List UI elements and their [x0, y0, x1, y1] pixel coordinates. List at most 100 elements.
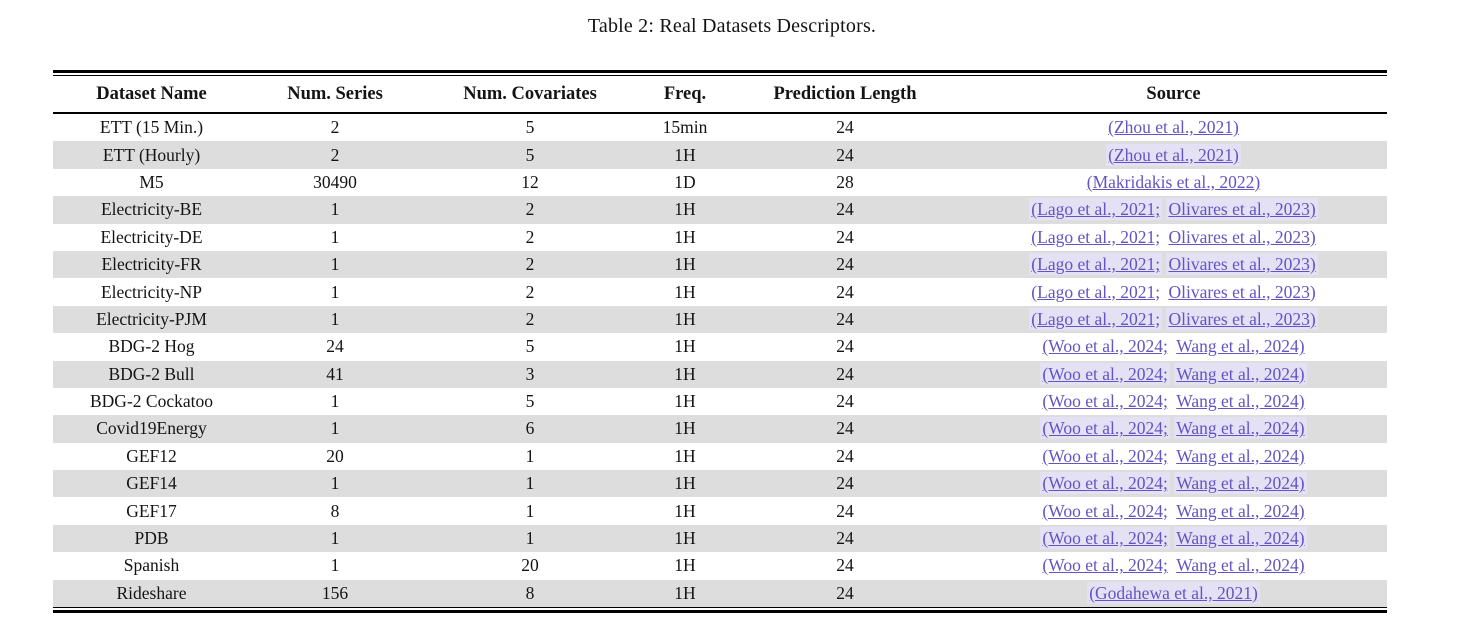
table-body: ETT (15 Min.) 2 5 15min 24 (Zhou et al., 2021…: [53, 113, 1387, 608]
source-citation-link[interactable]: (Lago et al., 2021;: [1029, 307, 1163, 330]
cell-num-covariates: 8: [420, 579, 640, 608]
source-citation-link[interactable]: Wang et al., 2024): [1174, 527, 1307, 550]
source-citation-link[interactable]: Olivares et al., 2023): [1168, 281, 1316, 302]
cell-dataset-name: GEF14: [53, 470, 250, 498]
cell-source: (Woo et al., 2024; Wang et al., 2024): [960, 497, 1387, 524]
cell-freq: 1H: [640, 305, 730, 334]
cell-source: (Woo et al., 2024; Wang et al., 2024): [960, 388, 1387, 415]
table-row: BDG-2 Bull 41 3 1H 24 (Woo et al., 2024; Wang…: [53, 360, 1387, 388]
source-citation-link[interactable]: Wang et al., 2024): [1174, 417, 1307, 440]
cell-dataset-name: BDG-2 Bull: [53, 360, 250, 388]
source-citation-link[interactable]: (Lago et al., 2021;: [1029, 198, 1163, 221]
source-citation-link[interactable]: Wang et al., 2024): [1174, 362, 1307, 385]
source-citation-link[interactable]: Wang et al., 2024): [1176, 500, 1305, 521]
cell-num-series: 1: [250, 524, 420, 553]
table-row: GEF12 20 1 1H 24 (Woo et al., 2024; Wang et a…: [53, 443, 1387, 470]
cell-source: (Woo et al., 2024; Wang et al., 2024): [960, 443, 1387, 470]
table-row: Electricity-FR 1 2 1H 24 (Lago et al., 2021; …: [53, 250, 1387, 279]
source-citation-link[interactable]: Wang et al., 2024): [1176, 336, 1305, 357]
source-citation-link[interactable]: (Woo et al., 2024;: [1040, 472, 1170, 495]
source-citation-link[interactable]: (Woo et al., 2024;: [1040, 362, 1170, 385]
table-row: PDB 1 1 1H 24 (Woo et al., 2024; Wang et al.,…: [53, 524, 1387, 553]
source-citation-link[interactable]: Olivares et al., 2023): [1168, 226, 1316, 247]
cell-num-covariates: 6: [420, 415, 640, 443]
cell-source: (Lago et al., 2021; Olivares et al., 202…: [960, 250, 1387, 279]
table-row: Spanish 1 20 1H 24 (Woo et al., 2024; Wang et…: [53, 552, 1387, 579]
col-header-source: Source: [960, 76, 1387, 114]
cell-num-covariates: 5: [420, 141, 640, 169]
cell-num-series: 8: [330, 500, 340, 521]
cell-prediction-length: 24: [730, 360, 960, 388]
source-citation-link[interactable]: (Zhou et al., 2021): [1108, 117, 1239, 138]
cell-dataset-name: PDB: [53, 524, 250, 553]
cell-num-series: 1: [250, 250, 420, 279]
source-citation-link[interactable]: (Woo et al., 2024;: [1042, 445, 1168, 466]
cell-freq: 1H: [674, 336, 696, 357]
table-row: Electricity-NP 1 2 1H 24 (Lago et al., 2021; …: [53, 278, 1387, 305]
source-citation-link[interactable]: (Woo et al., 2024;: [1040, 417, 1170, 440]
cell-num-covariates: 1: [420, 470, 640, 498]
table-row: BDG-2 Hog 24 5 1H 24 (Woo et al., 2024; Wang …: [53, 333, 1387, 360]
col-header-dataset-name: Dataset Name: [53, 76, 250, 114]
cell-dataset-name: M5: [139, 171, 164, 192]
source-citation-link[interactable]: Olivares et al., 2023): [1166, 198, 1318, 221]
table-bottom-rule: [53, 607, 1387, 614]
cell-prediction-length: 24: [836, 445, 854, 466]
source-citation-link[interactable]: (Godahewa et al., 2021): [1087, 581, 1260, 604]
cell-freq: 1H: [640, 196, 730, 224]
table-row: Electricity-DE 1 2 1H 24 (Lago et al., 2021; …: [53, 224, 1387, 251]
table-header-row: Dataset Name Num. Series Num. Covariates…: [53, 76, 1387, 114]
source-citation-link[interactable]: Wang et al., 2024): [1174, 472, 1307, 495]
cell-dataset-name: Electricity-BE: [53, 196, 250, 224]
cell-num-covariates: 3: [420, 360, 640, 388]
source-citation-link[interactable]: Wang et al., 2024): [1176, 555, 1305, 576]
cell-num-series: 30490: [313, 171, 357, 192]
source-citation-link[interactable]: (Lago et al., 2021;: [1031, 281, 1161, 302]
source-citation-link[interactable]: (Woo et al., 2024;: [1042, 391, 1168, 412]
cell-prediction-length: 24: [836, 281, 854, 302]
table-row: ETT (Hourly) 2 5 1H 24 (Zhou et al., 2021): [53, 141, 1387, 169]
source-citation-link[interactable]: (Makridakis et al., 2022): [1086, 171, 1261, 192]
cell-prediction-length: 24: [730, 250, 960, 279]
cell-source: (Lago et al., 2021; Olivares et al., 202…: [960, 224, 1387, 251]
cell-prediction-length: 24: [730, 415, 960, 443]
source-citation-link[interactable]: Wang et al., 2024): [1176, 391, 1305, 412]
cell-num-series: 1: [250, 470, 420, 498]
cell-prediction-length: 24: [730, 305, 960, 334]
col-header-num-series: Num. Series: [250, 76, 420, 114]
table-top-rule: [53, 70, 1387, 76]
source-citation-link[interactable]: Olivares et al., 2023): [1166, 253, 1318, 276]
cell-num-covariates: 12: [521, 171, 539, 192]
cell-num-covariates: 2: [525, 226, 535, 247]
cell-num-series: 1: [330, 391, 340, 412]
cell-num-covariates: 5: [525, 336, 535, 357]
source-citation-link[interactable]: (Woo et al., 2024;: [1042, 336, 1168, 357]
source-citation-link[interactable]: Wang et al., 2024): [1176, 445, 1305, 466]
cell-num-covariates: 2: [420, 250, 640, 279]
cell-dataset-name: Covid19Energy: [53, 415, 250, 443]
cell-source: (Godahewa et al., 2021): [960, 579, 1387, 608]
cell-dataset-name: GEF17: [126, 500, 177, 521]
col-header-prediction-length: Prediction Length: [730, 76, 960, 114]
source-citation-link[interactable]: (Lago et al., 2021;: [1029, 253, 1163, 276]
cell-freq: 1H: [674, 226, 696, 247]
cell-dataset-name: Electricity-FR: [53, 250, 250, 279]
source-citation-link[interactable]: (Woo et al., 2024;: [1042, 555, 1168, 576]
table-row: Covid19Energy 1 6 1H 24 (Woo et al., 2024; Wa…: [53, 415, 1387, 443]
cell-freq: 1H: [640, 579, 730, 608]
cell-num-series: 1: [330, 555, 340, 576]
source-citation-link[interactable]: (Lago et al., 2021;: [1031, 226, 1161, 247]
table-caption: Table 2: Real Datasets Descriptors.: [587, 15, 877, 37]
source-citation-link[interactable]: (Zhou et al., 2021): [1106, 143, 1241, 166]
table-row: Rideshare 156 8 1H 24 (Godahewa et al., 2021): [53, 579, 1387, 608]
cell-num-covariates: 1: [525, 500, 535, 521]
cell-freq: 1H: [640, 360, 730, 388]
cell-num-series: 156: [250, 579, 420, 608]
source-citation-link[interactable]: (Woo et al., 2024;: [1042, 500, 1168, 521]
cell-num-series: 1: [330, 281, 340, 302]
source-citation-link[interactable]: Olivares et al., 2023): [1166, 307, 1318, 330]
cell-source: (Woo et al., 2024; Wang et al., 2024): [960, 552, 1387, 579]
table-row: BDG-2 Cockatoo 1 5 1H 24 (Woo et al., 2024; W…: [53, 388, 1387, 415]
cell-dataset-name: Electricity-PJM: [53, 305, 250, 334]
source-citation-link[interactable]: (Woo et al., 2024;: [1040, 527, 1170, 550]
